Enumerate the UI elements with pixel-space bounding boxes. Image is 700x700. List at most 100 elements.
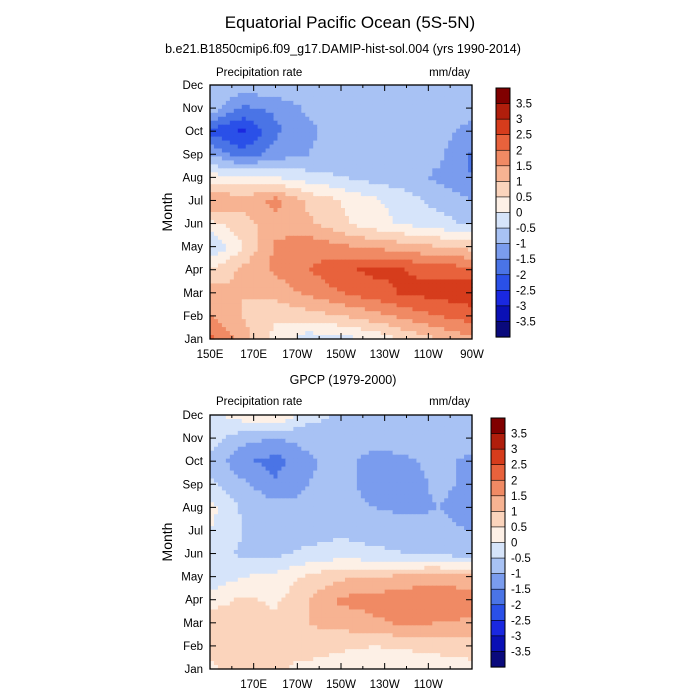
panel-model-cell: [420, 172, 425, 177]
panel-model-cell: [277, 267, 283, 273]
panel-obs-cell: [309, 422, 314, 428]
panel-model-cell: [460, 128, 465, 134]
panel-model-cell: [396, 215, 402, 221]
panel-model-cell: [305, 335, 310, 340]
panel-obs-cell: [432, 426, 437, 432]
panel-model-cell: [416, 176, 421, 181]
panel-model-cell: [384, 323, 390, 328]
panel-model-cell: [233, 259, 239, 265]
panel-model-cell: [213, 204, 219, 209]
panel-model-cell: [225, 192, 231, 197]
panel-model-cell: [364, 160, 370, 165]
panel-model-cell: [333, 223, 338, 229]
panel-model-cell: [448, 188, 453, 193]
panel-model-cell: [440, 204, 445, 209]
panel-model-cell: [360, 291, 366, 296]
panel-model-cell: [448, 148, 453, 154]
panel-obs-cell: [388, 422, 394, 428]
panel-model-cell: [289, 152, 294, 158]
panel-model-cell: [420, 88, 425, 94]
panel-obs-cell: [344, 415, 350, 420]
panel-model-cell: [460, 85, 465, 90]
panel-model-cell: [372, 315, 378, 320]
panel-model-cell: [348, 267, 354, 273]
panel-model-cell: [400, 172, 406, 177]
panel-model-cell: [217, 124, 223, 130]
panel-model-cell: [229, 212, 235, 217]
panel-model-cell: [456, 299, 461, 304]
panel-model-cell: [436, 243, 441, 249]
panel-model-cell: [352, 215, 358, 221]
panel-model-cell: [265, 152, 271, 158]
panel-obs-cell: [360, 430, 366, 436]
panel-model-cell: [448, 223, 453, 229]
panel-model-cell: [360, 172, 366, 177]
panel-model-cell: [229, 172, 235, 177]
panel-model-cell: [408, 148, 414, 154]
panel-model-cell: [464, 271, 469, 277]
panel-model-cell: [416, 267, 421, 273]
panel-model-cell: [273, 235, 279, 241]
panel-model-cell: [372, 140, 378, 146]
panel-model-cell: [261, 164, 267, 169]
panel-obs-cell: [396, 415, 402, 420]
panel-model-cell: [352, 243, 358, 249]
panel-model-cell: [341, 208, 346, 213]
panel-obs-cell: [317, 426, 322, 432]
panel-model-cell: [305, 299, 310, 304]
panel-model-cell: [249, 331, 255, 336]
panel-model-cell: [436, 247, 441, 253]
panel-model-cell: [210, 331, 215, 336]
panel-model-cell: [281, 128, 287, 134]
panel-model-cell: [241, 287, 247, 292]
panel-model-cell: [249, 96, 255, 102]
panel-model-cell: [325, 283, 330, 289]
panel-model-cell: [321, 319, 326, 324]
panel-model-cell: [364, 180, 370, 185]
panel-model-cell: [388, 116, 394, 122]
panel-model-cell: [396, 148, 402, 154]
panel-model-cell: [297, 267, 302, 273]
panel-model-cell: [293, 243, 298, 249]
panel-model-cell: [305, 219, 310, 225]
panel-model-cell: [440, 271, 445, 277]
panel-obs-cell: [269, 418, 275, 424]
panel-model-cell: [408, 331, 414, 336]
panel-model-cell: [400, 188, 406, 193]
panel-model-cell: [400, 223, 406, 229]
panel-model-cell: [384, 303, 390, 308]
panel-obs-cell: [468, 422, 473, 428]
panel-model-cell: [416, 200, 421, 205]
panel-model-cell: [217, 188, 223, 193]
panel-model-cell: [321, 223, 326, 229]
panel-model-cell: [217, 331, 223, 336]
panel-model-cell: [436, 144, 441, 150]
panel-model-cell: [372, 243, 378, 249]
panel-model-cell: [241, 263, 247, 269]
panel-model-cell: [301, 104, 306, 110]
panel-model-cell: [213, 255, 219, 261]
panel-model-cell: [317, 235, 322, 241]
panel-model-cell: [329, 120, 334, 126]
panel-model-cell: [452, 208, 457, 213]
panel-obs-cell: [440, 438, 445, 444]
panel-model-cell: [261, 116, 267, 122]
panel-obs-cell: [380, 426, 386, 432]
panel-model-cell: [344, 295, 350, 300]
panel-obs-cell: [265, 430, 271, 436]
panel-obs-cell: [432, 418, 437, 424]
panel-model-cell: [356, 112, 362, 118]
panel-model-cell: [293, 263, 298, 269]
panel-model-cell: [245, 303, 251, 308]
panel-obs-cell: [297, 450, 302, 456]
panel-model-cell: [241, 92, 247, 98]
panel-model-cell: [444, 267, 449, 273]
panel-model-cell: [404, 200, 410, 205]
panel-model-cell: [329, 267, 334, 273]
panel-model-cell: [329, 263, 334, 269]
panel-obs-cell: [257, 430, 263, 436]
panel-model-cell: [233, 116, 239, 122]
panel-model-cell: [293, 299, 298, 304]
panel-model-cell: [237, 335, 243, 340]
panel-model-cell: [309, 108, 314, 114]
